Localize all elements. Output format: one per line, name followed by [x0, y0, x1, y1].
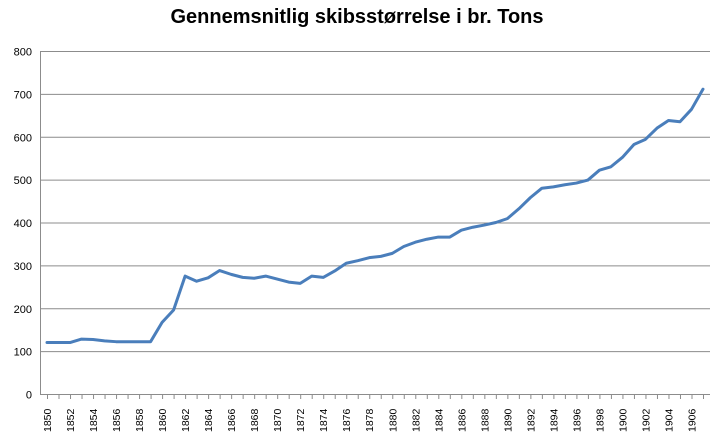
x-tick-label-1896: 1896	[571, 408, 583, 432]
x-tick-label-1852: 1852	[65, 408, 77, 432]
x-tick-label-1856: 1856	[111, 408, 123, 432]
y-tick-label-100: 100	[14, 347, 32, 359]
x-tick-label-1894: 1894	[548, 408, 560, 432]
x-tick-label-1898: 1898	[594, 408, 606, 432]
x-tick-label-1854: 1854	[88, 408, 100, 432]
y-tick-label-500: 500	[14, 175, 32, 187]
x-tick-label-1878: 1878	[364, 408, 376, 432]
x-tick-label-1862: 1862	[180, 408, 192, 432]
x-tick-label-1872: 1872	[295, 408, 307, 432]
chart-title: Gennemsnitlig skibsstørrelse i br. Tons	[170, 6, 544, 28]
x-tick-label-1874: 1874	[318, 408, 330, 432]
x-tick-label-1892: 1892	[525, 408, 537, 432]
x-tick-label-1888: 1888	[479, 408, 491, 432]
x-tick-label-1866: 1866	[226, 408, 238, 432]
x-tick-label-1902: 1902	[640, 408, 652, 432]
x-tick-label-1876: 1876	[341, 408, 353, 432]
y-tick-label-400: 400	[14, 218, 32, 230]
x-tick-label-1864: 1864	[203, 408, 215, 432]
x-tick-label-1900: 1900	[617, 408, 629, 432]
x-tick-label-1868: 1868	[249, 408, 261, 432]
x-tick-label-1882: 1882	[410, 408, 422, 432]
x-tick-label-1886: 1886	[456, 408, 468, 432]
x-tick-label-1860: 1860	[157, 408, 169, 432]
y-tick-label-0: 0	[26, 390, 32, 402]
series-line	[45, 87, 705, 345]
y-tick-label-300: 300	[14, 261, 32, 273]
x-tick-label-1904: 1904	[663, 408, 675, 432]
y-tick-label-700: 700	[14, 89, 32, 101]
x-tick-label-1870: 1870	[272, 408, 284, 432]
y-tick-label-800: 800	[14, 47, 32, 59]
y-tick-label-600: 600	[14, 132, 32, 144]
x-tick-label-1890: 1890	[502, 408, 514, 432]
x-tick-label-1850: 1850	[42, 408, 54, 432]
x-tick-label-1906: 1906	[686, 408, 698, 432]
x-tick-label-1884: 1884	[433, 408, 445, 432]
x-tick-label-1880: 1880	[387, 408, 399, 432]
y-tick-label-200: 200	[14, 304, 32, 316]
x-tick-label-1858: 1858	[134, 408, 146, 432]
